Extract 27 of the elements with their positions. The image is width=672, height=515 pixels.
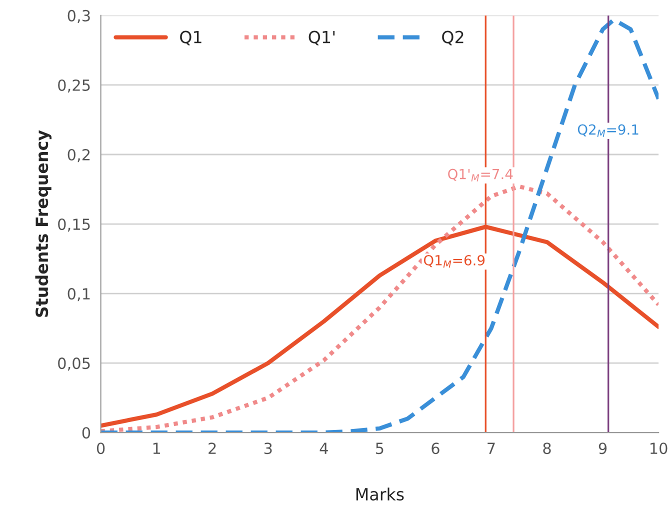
x-tick-label: 7 (488, 442, 495, 454)
x-tick-label: 5 (376, 442, 384, 454)
annotation: Q2$_{M}$=9.1 (578, 124, 638, 137)
y-tick-label: 0,3 (68, 10, 90, 24)
line-series (100, 18, 659, 433)
legend-label: Q1 (180, 30, 202, 46)
y-tick-label: 0,2 (68, 148, 90, 162)
x-tick-label: 8 (543, 442, 551, 454)
annotation: Q1$_{M}$=6.9 (424, 254, 485, 268)
x-tick-label: 0 (96, 442, 105, 454)
y-axis-title: Students Frequency (35, 130, 52, 317)
y-tick-label: 0,05 (58, 358, 90, 371)
x-tick-label: 3 (264, 442, 272, 454)
x-tick-label: 2 (208, 442, 216, 454)
x-tick-label: 6 (432, 442, 440, 454)
y-tick-label: 0,25 (58, 79, 90, 93)
y-tick-label: 0 (82, 427, 90, 439)
y-tick-label: 0,1 (68, 288, 90, 302)
legend-label: Q2 (442, 30, 464, 46)
x-tick-label: 4 (320, 442, 328, 454)
x-tick-label: 1 (153, 442, 160, 454)
x-tick-label: 9 (598, 442, 607, 454)
x-axis-title: Marks (356, 488, 404, 501)
y-tick-label: 0,15 (58, 218, 90, 232)
x-tick-label: 10 (650, 442, 668, 454)
legend-label: Q1' (308, 30, 335, 46)
annotation: Q1'$_{M}$=7.4 (448, 168, 513, 182)
